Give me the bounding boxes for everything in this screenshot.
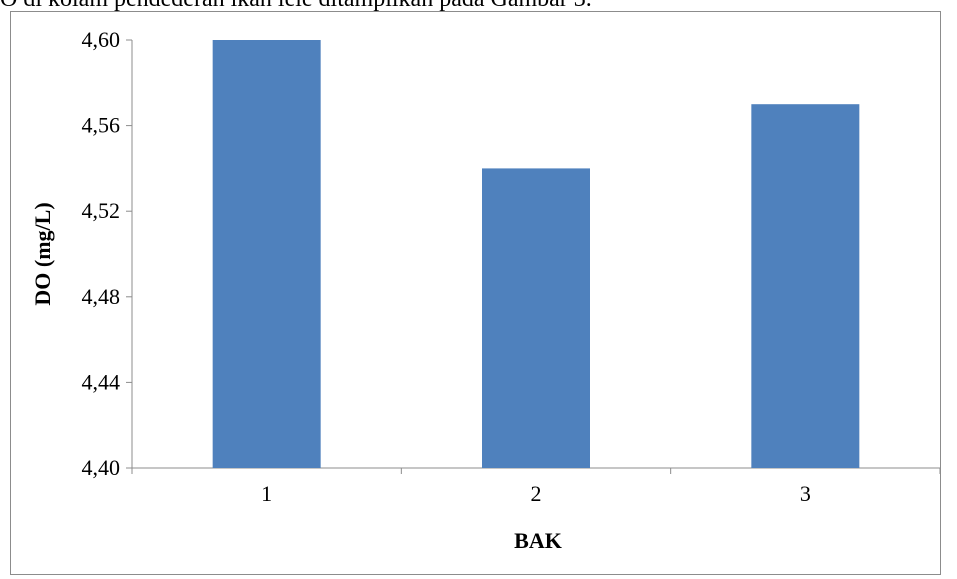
bar-3 bbox=[751, 104, 860, 468]
y-axis-group: 4,40 4,44 4,48 4,52 4,56 4,60 bbox=[82, 27, 133, 480]
x-axis-group: 1 2 3 bbox=[131, 467, 941, 506]
bars-group bbox=[212, 40, 860, 468]
y-tick-label: 4,56 bbox=[82, 113, 121, 138]
x-tick-label: 1 bbox=[261, 481, 272, 506]
chart-frame bbox=[10, 11, 941, 575]
x-tick-label: 3 bbox=[800, 481, 811, 506]
x-tick-label: 2 bbox=[531, 481, 542, 506]
y-tick-label: 4,52 bbox=[82, 198, 121, 223]
x-axis-title: BAK bbox=[514, 528, 562, 553]
y-tick-label: 4,40 bbox=[82, 455, 121, 480]
bar-2 bbox=[482, 168, 590, 468]
y-tick-label: 4,60 bbox=[82, 27, 121, 52]
caption-text: O di kolam pendederan ikan lele ditampil… bbox=[0, 0, 592, 13]
bar-1 bbox=[212, 40, 321, 468]
y-axis-title: DO (mg/L) bbox=[30, 202, 55, 305]
y-tick-label: 4,48 bbox=[82, 284, 121, 309]
y-tick-label: 4,44 bbox=[82, 369, 121, 394]
